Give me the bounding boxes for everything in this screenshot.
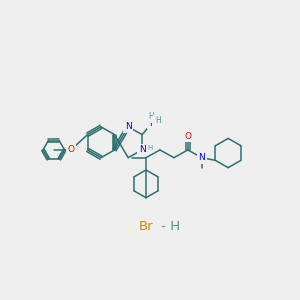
Text: O: O bbox=[184, 132, 191, 141]
Text: H: H bbox=[147, 146, 152, 152]
Text: N: N bbox=[198, 153, 205, 162]
Text: N: N bbox=[149, 118, 156, 127]
Text: N: N bbox=[125, 122, 132, 131]
Text: O: O bbox=[67, 146, 74, 154]
Text: - H: - H bbox=[157, 220, 180, 233]
Text: H: H bbox=[155, 116, 161, 125]
Text: H: H bbox=[148, 112, 154, 122]
Text: N: N bbox=[139, 146, 145, 154]
Text: Br: Br bbox=[139, 220, 153, 233]
